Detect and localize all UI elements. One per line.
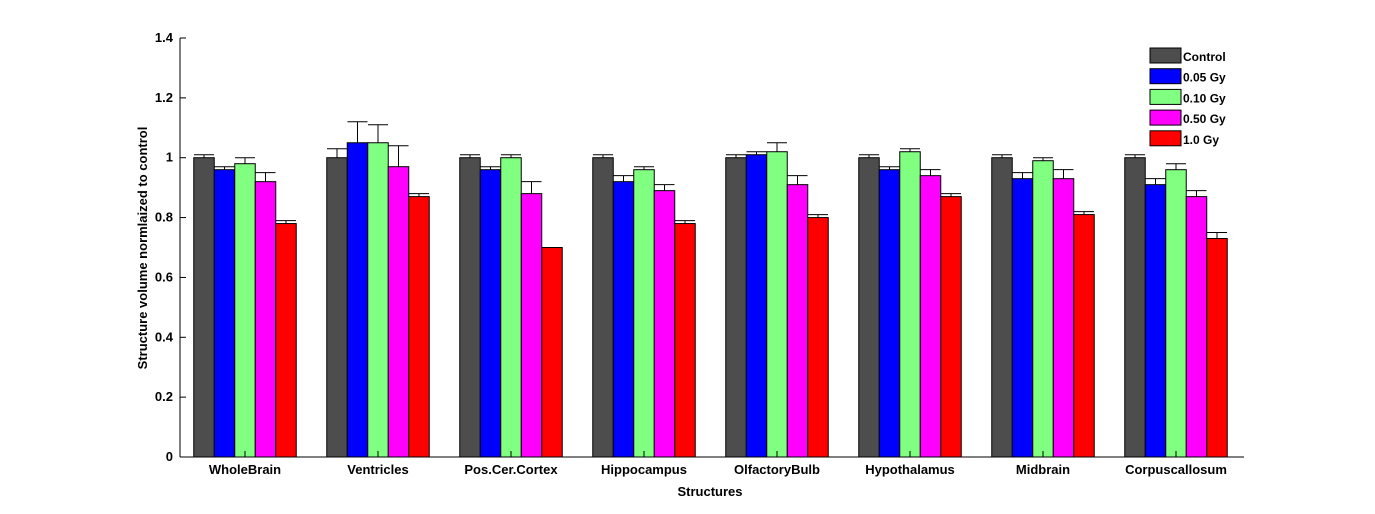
bar-WholeBrain-0.50Gy xyxy=(254,181,277,458)
legend-label: 0.50 Gy xyxy=(1183,112,1226,126)
bar-Midbrain-0.10Gy xyxy=(1032,160,1054,458)
bar-Hippocampus-Control xyxy=(592,157,614,458)
y-tick-label: 0.2 xyxy=(155,389,173,404)
x-tick-label: WholeBrain xyxy=(209,462,281,477)
bar-Hippocampus-0.50Gy xyxy=(653,190,676,458)
bar-WholeBrain-0.10Gy xyxy=(234,163,256,458)
bar-Hypothalamus-0.10Gy xyxy=(899,151,921,458)
y-ticks: 0 0.2 0.4 0.6 0.8 1 1.2 1.4 xyxy=(155,30,186,464)
bar-Corpuscallosum-0.05Gy xyxy=(1144,184,1167,458)
bar-Corpuscallosum-0.50Gy xyxy=(1185,196,1208,458)
bar-Pos.Cer.Cortex-Control xyxy=(459,157,481,458)
bar-Pos.Cer.Cortex-1.0Gy xyxy=(541,247,563,458)
bar-Midbrain-1.0Gy xyxy=(1073,214,1095,458)
bar-OlfactoryBulb-0.10Gy xyxy=(766,151,788,458)
bar-Hippocampus-1.0Gy xyxy=(674,223,696,458)
legend-swatch-0.05Gy xyxy=(1149,68,1182,85)
legend-swatch-1.0Gy xyxy=(1149,130,1182,147)
bar-OlfactoryBulb-0.50Gy xyxy=(786,184,809,458)
x-tick-label: Corpuscallosum xyxy=(1125,462,1227,477)
x-tick-label: Hypothalamus xyxy=(865,462,955,477)
bar-Ventricles-Control xyxy=(326,157,348,458)
bar-Pos.Cer.Cortex-0.10Gy xyxy=(500,157,522,458)
legend-label: 0.10 Gy xyxy=(1183,91,1226,105)
legend-swatch-0.50Gy xyxy=(1149,109,1182,126)
legend-label: 1.0 Gy xyxy=(1183,133,1219,147)
axes-layer xyxy=(179,38,1244,458)
bar-Ventricles-0.10Gy xyxy=(367,142,389,458)
y-tick-label: 0.6 xyxy=(155,269,173,284)
x-ticks: WholeBrain Ventricles Pos.Cer.Cortex Hippoc… xyxy=(209,451,1227,477)
bar-Midbrain-0.50Gy xyxy=(1052,178,1075,458)
y-axis-title: Structure volume normlaized to control xyxy=(135,127,150,370)
bar-Pos.Cer.Cortex-0.05Gy xyxy=(479,169,502,458)
bar-Pos.Cer.Cortex-0.50Gy xyxy=(520,193,543,458)
bar-Hippocampus-0.10Gy xyxy=(633,169,655,458)
y-tick-label: 0.4 xyxy=(155,329,174,344)
bar-WholeBrain-1.0Gy xyxy=(275,223,297,458)
bar-Corpuscallosum-Control xyxy=(1124,157,1146,458)
legend-swatch-Control xyxy=(1149,47,1182,64)
bar-WholeBrain-Control xyxy=(193,157,215,458)
bar-OlfactoryBulb-Control xyxy=(725,157,747,458)
bar-Hypothalamus-0.05Gy xyxy=(878,169,901,458)
bar-WholeBrain-0.05Gy xyxy=(213,169,236,458)
bar-Ventricles-1.0Gy xyxy=(408,196,430,458)
bar-Hippocampus-0.05Gy xyxy=(612,181,635,458)
bar-Hypothalamus-1.0Gy xyxy=(940,196,962,458)
x-tick-label: Midbrain xyxy=(1016,462,1070,477)
y-tick-label: 0 xyxy=(166,449,173,464)
bar-Ventricles-0.50Gy xyxy=(387,166,410,458)
y-tick-label: 1 xyxy=(166,150,173,165)
x-tick-label: Pos.Cer.Cortex xyxy=(464,462,558,477)
legend: Control 0.05 Gy 0.10 Gy 0.50 Gy 1.0 Gy xyxy=(1149,47,1226,147)
x-tick-label: Hippocampus xyxy=(601,462,687,477)
bar-OlfactoryBulb-1.0Gy xyxy=(807,217,829,458)
legend-label: Control xyxy=(1183,50,1226,64)
x-tick-label: OlfactoryBulb xyxy=(734,462,820,477)
x-axis-title: Structures xyxy=(677,484,742,499)
bar-Corpuscallosum-1.0Gy xyxy=(1206,238,1228,458)
y-tick-label: 1.4 xyxy=(155,30,174,45)
y-tick-label: 1.2 xyxy=(155,90,173,105)
bars-layer xyxy=(193,121,1228,458)
legend-swatch-0.10Gy xyxy=(1149,88,1182,105)
y-tick-label: 0.8 xyxy=(155,210,173,225)
bar-Midbrain-Control xyxy=(991,157,1013,458)
bar-Hypothalamus-Control xyxy=(858,157,880,458)
bar-Hypothalamus-0.50Gy xyxy=(919,175,942,458)
x-tick-label: Ventricles xyxy=(347,462,408,477)
bar-OlfactoryBulb-0.05Gy xyxy=(745,154,768,458)
bar-Midbrain-0.05Gy xyxy=(1011,178,1034,458)
bar-Corpuscallosum-0.10Gy xyxy=(1165,169,1187,458)
legend-label: 0.05 Gy xyxy=(1183,71,1226,85)
bar-Ventricles-0.05Gy xyxy=(346,142,369,458)
